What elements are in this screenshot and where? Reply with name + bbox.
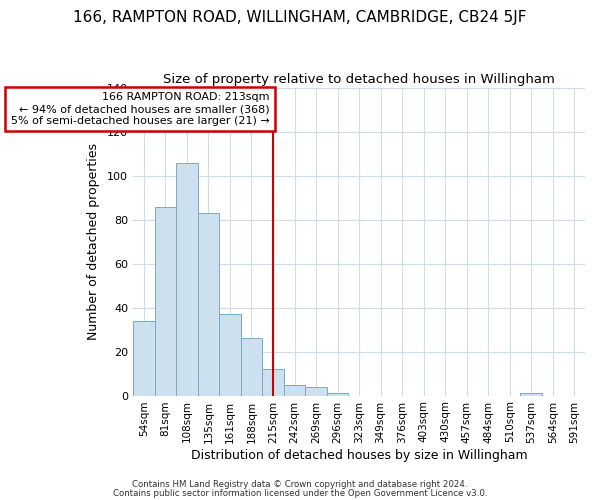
- Y-axis label: Number of detached properties: Number of detached properties: [87, 144, 100, 340]
- Text: 166 RAMPTON ROAD: 213sqm
← 94% of detached houses are smaller (368)
5% of semi-d: 166 RAMPTON ROAD: 213sqm ← 94% of detach…: [11, 92, 270, 126]
- Text: Contains HM Land Registry data © Crown copyright and database right 2024.: Contains HM Land Registry data © Crown c…: [132, 480, 468, 489]
- Bar: [520, 394, 542, 396]
- Bar: [197, 214, 219, 396]
- Bar: [262, 369, 284, 396]
- Bar: [241, 338, 262, 396]
- Bar: [327, 394, 349, 396]
- Bar: [284, 384, 305, 396]
- Title: Size of property relative to detached houses in Willingham: Size of property relative to detached ho…: [163, 72, 555, 86]
- Text: Contains public sector information licensed under the Open Government Licence v3: Contains public sector information licen…: [113, 488, 487, 498]
- Bar: [155, 206, 176, 396]
- Bar: [305, 387, 327, 396]
- Bar: [133, 321, 155, 396]
- Bar: [219, 314, 241, 396]
- X-axis label: Distribution of detached houses by size in Willingham: Distribution of detached houses by size …: [191, 450, 527, 462]
- Bar: [176, 162, 197, 396]
- Text: 166, RAMPTON ROAD, WILLINGHAM, CAMBRIDGE, CB24 5JF: 166, RAMPTON ROAD, WILLINGHAM, CAMBRIDGE…: [73, 10, 527, 25]
